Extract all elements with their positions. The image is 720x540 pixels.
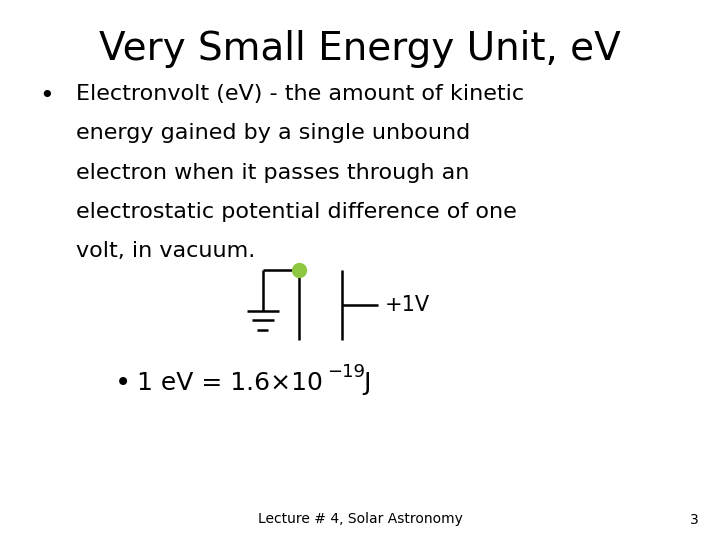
Text: energy gained by a single unbound: energy gained by a single unbound [76, 123, 470, 143]
Text: Very Small Energy Unit, eV: Very Small Energy Unit, eV [99, 30, 621, 68]
Text: •: • [115, 369, 132, 397]
Text: •: • [40, 84, 54, 107]
Text: J: J [356, 372, 372, 395]
Text: 1 eV = 1.6×10: 1 eV = 1.6×10 [137, 372, 323, 395]
Text: +1V: +1V [385, 295, 431, 315]
Text: Lecture # 4, Solar Astronomy: Lecture # 4, Solar Astronomy [258, 512, 462, 526]
Text: volt, in vacuum.: volt, in vacuum. [76, 241, 255, 261]
Text: electrostatic potential difference of one: electrostatic potential difference of on… [76, 202, 516, 222]
Text: −19: −19 [328, 362, 366, 381]
Text: electron when it passes through an: electron when it passes through an [76, 163, 469, 183]
Text: Electronvolt (eV) - the amount of kinetic: Electronvolt (eV) - the amount of kineti… [76, 84, 523, 104]
Text: 3: 3 [690, 512, 698, 526]
